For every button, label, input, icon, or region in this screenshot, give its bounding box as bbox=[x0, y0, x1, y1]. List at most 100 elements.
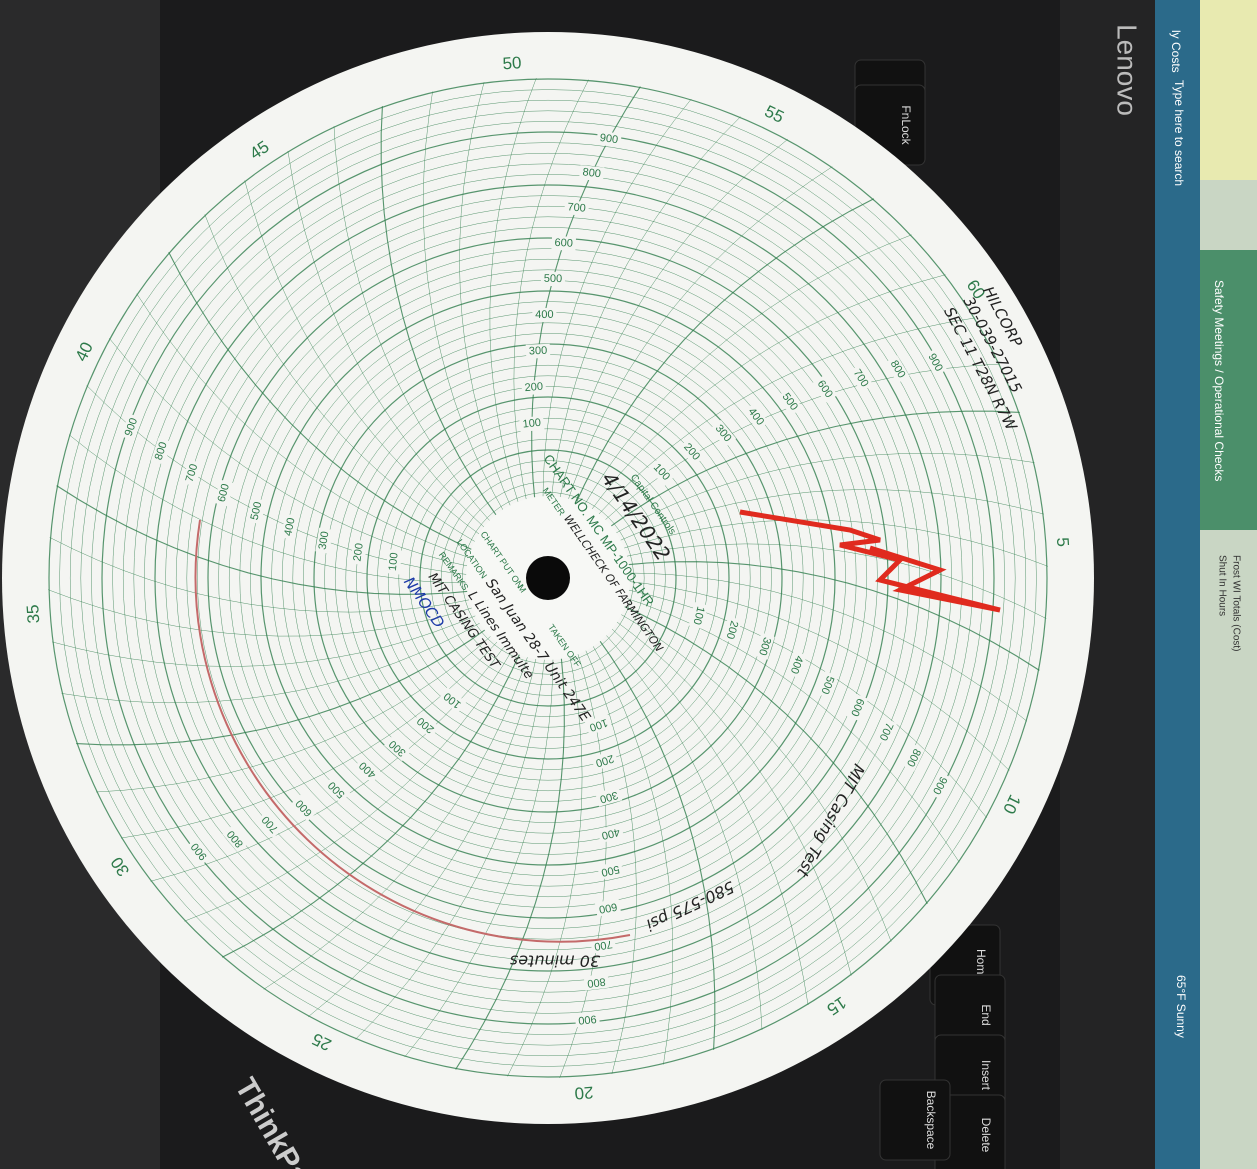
pressure-label: 500 bbox=[249, 501, 265, 522]
label-bg bbox=[648, 458, 675, 486]
label-bg bbox=[412, 711, 440, 738]
pressure-label: 700 bbox=[567, 201, 586, 214]
pressure-label: 300 bbox=[529, 345, 548, 358]
label-bg bbox=[574, 1011, 600, 1028]
label-bg bbox=[688, 602, 709, 629]
pressure-label: 400 bbox=[282, 517, 297, 537]
time-line bbox=[120, 636, 502, 839]
time-line bbox=[611, 617, 852, 976]
pressure-label: 900 bbox=[123, 416, 141, 437]
label-bg bbox=[584, 714, 613, 736]
grid-circle bbox=[112, 142, 984, 1014]
time-line bbox=[136, 293, 476, 560]
pen-trace bbox=[194, 519, 631, 943]
label-bg bbox=[927, 771, 952, 800]
keyboard: EscFnLockHomeEndInsertDeleteBackspace bbox=[854, 59, 1006, 1169]
pressure-label: 200 bbox=[351, 542, 365, 562]
time-line bbox=[620, 596, 960, 863]
grid-circle bbox=[101, 131, 995, 1025]
pressure-label: 300 bbox=[317, 531, 332, 551]
grid-circle bbox=[292, 322, 804, 834]
label-bg bbox=[845, 693, 869, 721]
screen-tile bbox=[1200, 0, 1257, 180]
time-line bbox=[355, 652, 546, 1040]
pressure-label: 700 bbox=[593, 938, 613, 953]
pressure-label: 200 bbox=[524, 381, 543, 394]
time-line bbox=[610, 452, 1035, 537]
label-bg bbox=[742, 403, 769, 431]
time-line bbox=[459, 82, 514, 512]
label-bg bbox=[290, 794, 318, 822]
grid-circle bbox=[419, 449, 677, 707]
pressure-label: 800 bbox=[587, 975, 607, 989]
grid-circle bbox=[133, 163, 963, 993]
label-bg bbox=[525, 343, 551, 359]
tile-title[interactable]: Safety Meetings / Operational Checks bbox=[1212, 280, 1226, 481]
grid-circle bbox=[228, 258, 868, 898]
time-line bbox=[589, 640, 674, 1065]
time-line bbox=[605, 410, 1020, 531]
grid-circle bbox=[462, 492, 634, 664]
time-line bbox=[455, 651, 565, 1070]
label-bg bbox=[551, 235, 577, 251]
pressure-label: 400 bbox=[788, 654, 805, 675]
pressure-label: 300 bbox=[598, 789, 619, 805]
grid-circle bbox=[91, 121, 1005, 1035]
pressure-label: 200 bbox=[724, 619, 741, 640]
label-bg bbox=[597, 823, 624, 844]
time-line bbox=[573, 198, 875, 508]
search-box[interactable]: Type here to search bbox=[1172, 80, 1186, 186]
time-line bbox=[513, 79, 589, 506]
label-bg bbox=[901, 743, 925, 772]
time-line bbox=[56, 485, 475, 595]
label-bg bbox=[595, 786, 623, 807]
time-line bbox=[566, 166, 833, 506]
time-line bbox=[308, 652, 538, 1017]
label-bg bbox=[323, 776, 351, 804]
time-line bbox=[617, 519, 1048, 567]
time-line bbox=[221, 648, 523, 958]
label-bg bbox=[384, 734, 412, 762]
pen-scribble bbox=[739, 509, 1001, 613]
laptop-brand: Lenovo bbox=[1112, 24, 1143, 116]
label-bg bbox=[848, 364, 874, 393]
label-bg bbox=[186, 837, 213, 866]
grid-circle bbox=[440, 470, 656, 686]
grid-circle bbox=[80, 110, 1016, 1046]
grid-circle bbox=[334, 364, 762, 792]
time-line bbox=[96, 631, 496, 793]
time-line bbox=[204, 214, 481, 546]
time-line bbox=[614, 489, 1044, 544]
pressure-label: 900 bbox=[578, 1013, 597, 1027]
pressure-label: 500 bbox=[600, 863, 620, 879]
label-bg bbox=[874, 717, 898, 746]
grid-circle bbox=[387, 417, 709, 739]
label-bg bbox=[521, 379, 547, 396]
pressure-label: 200 bbox=[594, 752, 615, 769]
label-bg bbox=[596, 130, 622, 148]
grid-circle bbox=[303, 333, 793, 823]
label-bg bbox=[280, 513, 300, 540]
time-line bbox=[558, 139, 788, 504]
time-line bbox=[620, 543, 1047, 619]
label-bg bbox=[354, 756, 382, 783]
time-line bbox=[263, 650, 530, 990]
grid-circle bbox=[48, 78, 1048, 1078]
label-bg bbox=[885, 355, 910, 384]
label-bg bbox=[120, 413, 143, 441]
key-label: Delete bbox=[979, 1118, 993, 1153]
pressure-label: 400 bbox=[600, 825, 621, 841]
time-line bbox=[531, 86, 641, 505]
time-line bbox=[550, 116, 741, 504]
time-line bbox=[622, 572, 1028, 722]
time-line bbox=[622, 588, 987, 818]
weather: 65°F Sunny bbox=[1174, 975, 1188, 1038]
grid-circle bbox=[218, 248, 878, 908]
time-line bbox=[48, 589, 479, 637]
grid-circle bbox=[345, 375, 751, 781]
pressure-label: 100 bbox=[387, 552, 401, 572]
pressure-label: 100 bbox=[690, 605, 706, 626]
label-bg bbox=[583, 973, 610, 991]
pressure-label: 700 bbox=[184, 463, 201, 484]
